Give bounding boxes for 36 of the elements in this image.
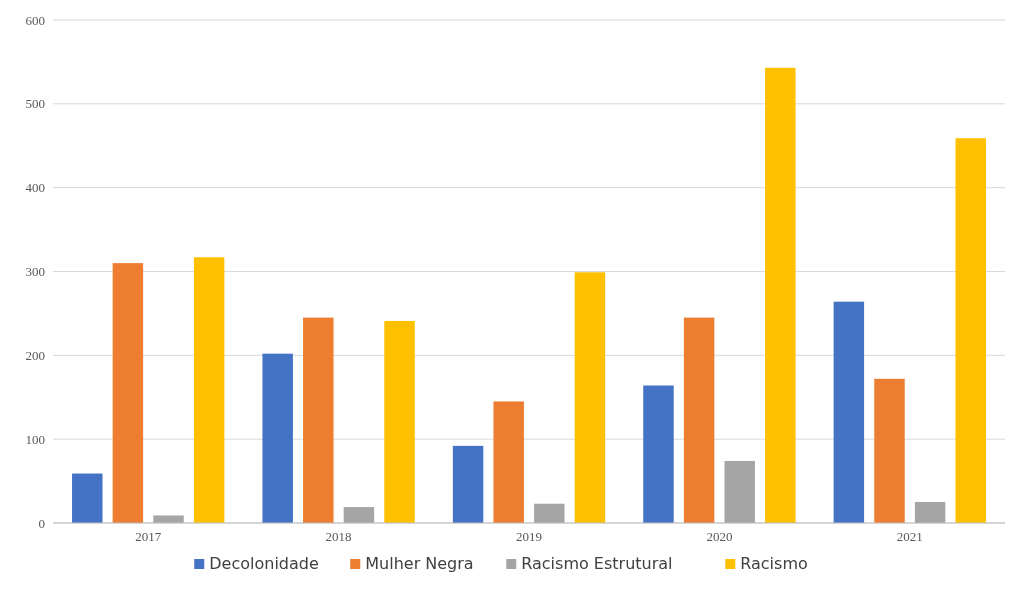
legend-label: Decolonidade bbox=[209, 554, 319, 573]
y-tick-label: 0 bbox=[38, 515, 45, 531]
x-tick-label: 2020 bbox=[706, 529, 733, 544]
bar bbox=[574, 272, 606, 523]
bar bbox=[384, 320, 415, 523]
bar bbox=[112, 263, 144, 523]
bar bbox=[914, 502, 946, 523]
x-tick-label: 2017 bbox=[135, 529, 162, 544]
bar bbox=[72, 473, 103, 523]
x-tick-label: 2019 bbox=[516, 529, 542, 544]
bar bbox=[193, 257, 225, 523]
bar bbox=[153, 515, 184, 523]
y-tick-label: 200 bbox=[25, 347, 45, 363]
bar bbox=[303, 317, 334, 523]
bar bbox=[493, 401, 524, 523]
bar bbox=[874, 378, 905, 523]
bar bbox=[643, 385, 674, 523]
bar bbox=[452, 445, 484, 523]
bar bbox=[343, 507, 375, 523]
bar bbox=[724, 460, 755, 523]
bar bbox=[955, 138, 986, 523]
bar bbox=[534, 503, 565, 523]
y-tick-label: 400 bbox=[25, 180, 45, 196]
bar bbox=[262, 353, 293, 523]
legend-label: Racismo bbox=[740, 554, 808, 573]
y-tick-label: 100 bbox=[25, 431, 45, 447]
y-tick-label: 300 bbox=[25, 264, 45, 280]
x-tick-label: 2018 bbox=[325, 529, 352, 544]
bar bbox=[683, 317, 715, 523]
y-tick-label: 600 bbox=[25, 12, 45, 28]
legend-label: Racismo Estrutural bbox=[521, 554, 673, 573]
y-tick-label: 500 bbox=[25, 96, 45, 112]
bar bbox=[765, 67, 796, 523]
x-tick-label: 2021 bbox=[896, 529, 923, 544]
legend-label: Mulher Negra bbox=[365, 554, 474, 573]
bar bbox=[833, 301, 865, 523]
